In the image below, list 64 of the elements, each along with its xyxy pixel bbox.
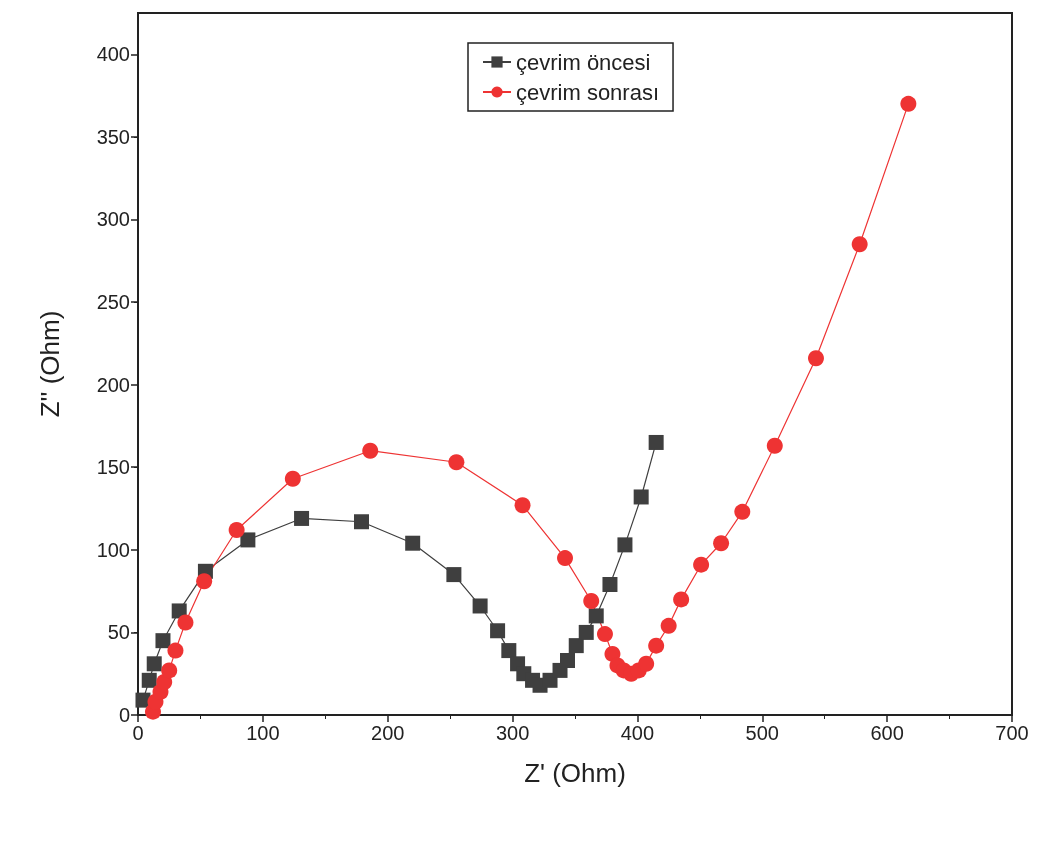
point (693, 556, 710, 573)
point (602, 577, 618, 593)
x-tick-label: 600 (870, 722, 904, 744)
point (648, 637, 665, 654)
point (240, 532, 256, 548)
point (648, 434, 664, 450)
point (228, 522, 245, 538)
y-tick-label: 50 (107, 621, 130, 644)
point (766, 437, 783, 454)
point (155, 633, 171, 649)
point (633, 489, 649, 505)
point (560, 652, 576, 668)
point (196, 573, 213, 590)
x-tick-label: 400 (620, 722, 655, 744)
point (448, 454, 465, 471)
point (446, 567, 462, 583)
point (284, 470, 301, 487)
point (807, 350, 824, 367)
y-tick-label: 150 (96, 456, 130, 479)
point (617, 537, 633, 553)
legend-label: çevrim öncesi (516, 49, 651, 75)
y-tick-label: 100 (96, 538, 130, 561)
y-tick-label: 300 (96, 208, 130, 231)
point (514, 497, 531, 514)
point (141, 672, 157, 688)
point (177, 614, 194, 631)
y-tick-label: 0 (118, 704, 130, 726)
point (146, 656, 162, 672)
point (557, 550, 574, 567)
point (472, 598, 488, 614)
y-tick-label: 250 (96, 291, 130, 314)
x-tick-label: 500 (745, 722, 779, 744)
point (660, 617, 677, 634)
point (596, 626, 613, 643)
point (713, 535, 730, 552)
point (588, 608, 604, 624)
point (405, 535, 421, 551)
point (362, 442, 379, 459)
point (167, 642, 184, 659)
point (638, 655, 655, 672)
point (673, 591, 690, 608)
x-tick-label: 300 (495, 722, 530, 744)
point (294, 510, 310, 526)
point (734, 503, 751, 520)
x-axis-title: Z' (Ohm) (524, 758, 626, 788)
point (900, 95, 917, 112)
point (353, 514, 369, 530)
point (501, 643, 517, 659)
point (171, 603, 187, 619)
x-tick-label: 700 (995, 722, 1029, 744)
point (161, 662, 178, 679)
point (490, 623, 506, 639)
x-tick-label: 0 (132, 722, 144, 744)
y-tick-label: 350 (96, 125, 130, 148)
x-tick-label: 200 (371, 722, 405, 744)
point (583, 593, 600, 610)
y-tick-label: 200 (96, 373, 130, 396)
y-axis-title: Z'' (Ohm) (35, 310, 65, 418)
legend-label: çevrim sonrası (516, 79, 660, 105)
x-tick-label: 100 (246, 722, 280, 744)
point (851, 236, 868, 253)
point (578, 624, 594, 640)
point (568, 638, 584, 654)
y-tick-label: 400 (96, 43, 130, 66)
